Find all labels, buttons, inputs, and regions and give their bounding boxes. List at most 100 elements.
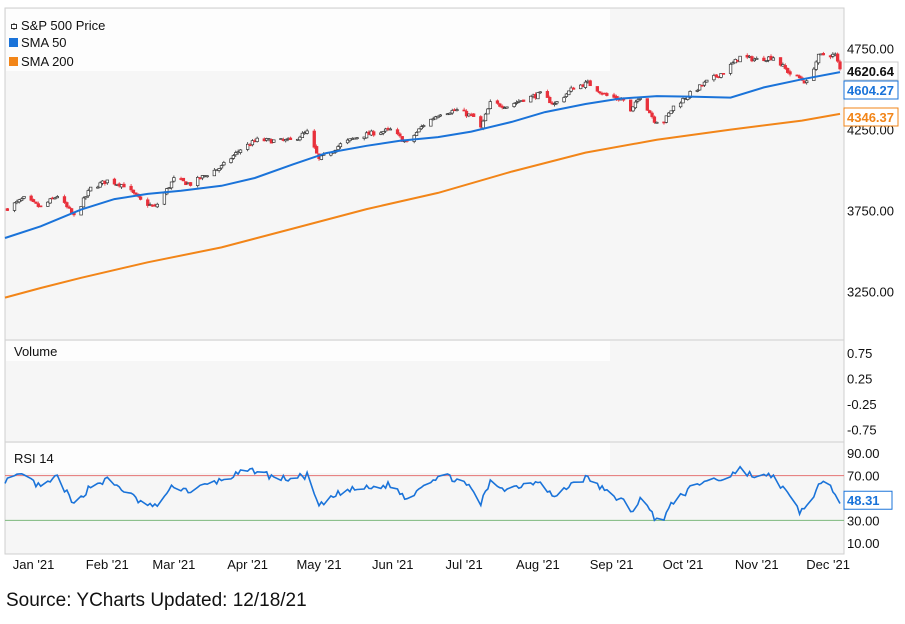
- candle-body: [648, 110, 652, 114]
- legend-label-sma50: SMA 50: [21, 35, 67, 50]
- candle-body: [633, 101, 638, 109]
- candle-body: [172, 177, 176, 182]
- candle-body: [821, 53, 825, 56]
- candle-body: [486, 108, 490, 115]
- candle-body: [81, 197, 86, 208]
- candle-body: [464, 110, 469, 117]
- candle-body: [778, 57, 783, 66]
- rsi-reference-lines: [5, 475, 844, 521]
- candle-body: [816, 53, 821, 64]
- candle-body: [552, 103, 557, 105]
- candle-body: [667, 112, 671, 117]
- legend-label-sma200: SMA 200: [21, 54, 74, 69]
- candle-body: [764, 60, 768, 62]
- candle-body: [671, 105, 676, 111]
- candle-body: [448, 112, 452, 115]
- candle-body: [681, 98, 685, 104]
- rsi-y-tick-label: 10.00: [847, 536, 880, 551]
- candle-body: [167, 187, 171, 190]
- candle-body: [65, 202, 69, 208]
- x-axis: Jan '21 Feb '21 Mar '21 Apr '21 May '21 Jun '…: [13, 557, 850, 572]
- candle-body: [248, 144, 252, 147]
- candle-body: [62, 196, 67, 203]
- candle-body: [422, 125, 426, 127]
- candle-body: [372, 131, 376, 136]
- source-caption: Source: YCharts Updated: 12/18/21: [6, 590, 307, 611]
- x-tick-label: Aug '21: [516, 557, 560, 572]
- candle-body: [381, 131, 385, 134]
- candle-body: [805, 80, 809, 84]
- candle-body: [379, 132, 383, 135]
- candle-body: [53, 197, 57, 200]
- candle-body: [483, 113, 488, 122]
- candle-body: [234, 152, 238, 156]
- candle-body: [788, 71, 792, 75]
- candle-body: [712, 75, 716, 81]
- candle-body: [219, 165, 224, 169]
- candle-body: [762, 57, 766, 62]
- candle-legend-body: [11, 24, 17, 29]
- candle-body: [22, 196, 26, 199]
- candle-body: [795, 74, 799, 77]
- sma50-swatch-icon: [9, 38, 18, 47]
- candle-body: [595, 86, 600, 92]
- candle-body: [48, 198, 52, 204]
- x-tick-label: Dec '21: [806, 557, 850, 572]
- candle-body: [812, 68, 816, 81]
- candle-body: [305, 130, 309, 134]
- price-legend-backdrop: [6, 9, 610, 71]
- candle-body: [700, 84, 704, 87]
- candle-body: [245, 143, 250, 150]
- candle-body: [388, 128, 393, 131]
- candle-body: [312, 130, 316, 148]
- candle-body: [814, 61, 818, 70]
- candle-body: [521, 99, 526, 102]
- candle-body: [702, 81, 707, 86]
- candle-body: [417, 128, 421, 133]
- candle-body: [481, 120, 485, 129]
- candle-body: [498, 103, 502, 107]
- candle-body: [436, 115, 440, 119]
- candle-body: [272, 139, 276, 143]
- rsi-last-value-text: 48.31: [847, 493, 880, 508]
- candle-body: [398, 133, 402, 137]
- candle-body: [705, 79, 709, 83]
- candle-body: [562, 97, 566, 103]
- candle-body: [678, 102, 683, 108]
- candle-body: [629, 99, 633, 112]
- candle-body: [205, 175, 209, 178]
- candle-body: [419, 126, 423, 130]
- candle-body: [300, 132, 305, 138]
- candle-body: [39, 205, 43, 208]
- candle-body: [538, 91, 542, 94]
- candle-body: [471, 113, 476, 117]
- legend-item-price[interactable]: S&P 500 Price: [11, 18, 106, 33]
- candle-body: [545, 91, 550, 98]
- legend-item-sma200[interactable]: SMA 200: [9, 54, 74, 69]
- x-tick-label: Jul '21: [446, 557, 483, 572]
- candle-body: [598, 91, 602, 94]
- candle-body: [500, 105, 504, 108]
- candle-body: [12, 202, 17, 211]
- price-candles: [5, 51, 842, 217]
- candle-body: [664, 115, 668, 123]
- candle-body: [336, 146, 340, 150]
- candle-body: [338, 143, 343, 148]
- candle-body: [797, 75, 802, 79]
- candle-body: [605, 93, 609, 96]
- candle-body: [122, 183, 126, 188]
- candle-body: [383, 128, 388, 132]
- candle-body: [755, 58, 759, 60]
- candle-body: [512, 103, 516, 107]
- candle-body: [529, 95, 533, 103]
- rsi-last-value-box: [843, 490, 893, 510]
- candle-body: [250, 140, 255, 146]
- sma200-last-value-badge-box: [843, 107, 899, 127]
- x-tick-label: May '21: [296, 557, 341, 572]
- candle-body: [84, 196, 88, 199]
- candle-body: [279, 138, 283, 140]
- candle-body: [414, 132, 419, 136]
- legend-item-sma50[interactable]: SMA 50: [9, 35, 67, 50]
- candle-body: [429, 118, 433, 127]
- candle-body: [212, 169, 216, 177]
